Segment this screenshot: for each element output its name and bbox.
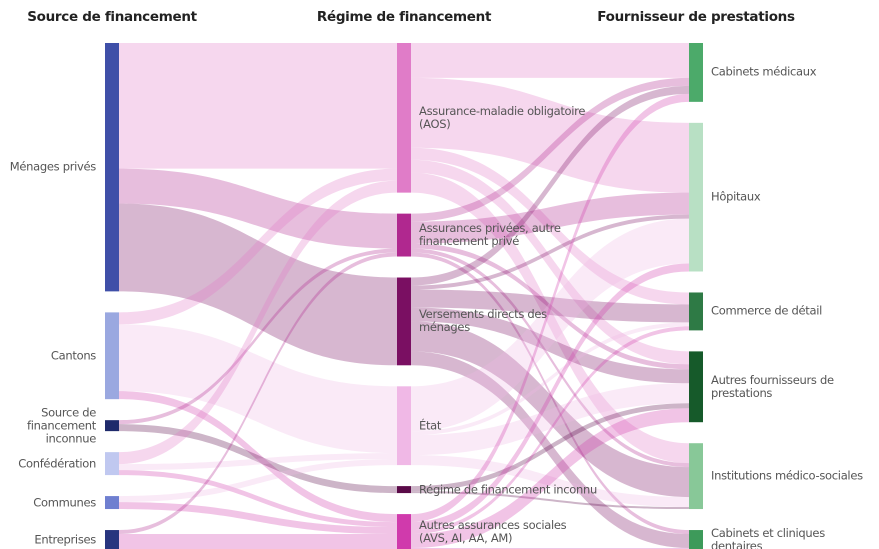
node [689,122,703,272]
flow-link [411,321,689,498]
node [689,530,703,549]
flow-link [411,326,689,535]
node [397,213,411,257]
node-label: Hôpitaux [711,189,761,204]
node [105,496,119,510]
node [689,292,703,331]
node [689,43,703,102]
node-label: État [419,418,442,433]
flow-link [411,214,689,290]
flow-link [119,248,397,425]
flow-link [411,289,689,323]
flow-link [119,534,397,549]
flow-link [411,43,689,78]
flow-link [411,192,689,244]
node-label: Assurances privées, autre financement pr… [419,221,561,249]
node [105,43,119,292]
flow-link [411,159,689,365]
flow-link [119,459,397,503]
node-label: Autres assurances sociales (AVS, AI, AA,… [419,517,567,545]
flow-link [119,43,397,169]
node [105,312,119,400]
flow-link [411,403,689,492]
flow-link [411,408,689,549]
flow-link [411,77,689,222]
node [689,443,703,510]
node-label: Entreprises [34,532,96,547]
flow-link [411,172,689,464]
column-title: Régime de financement [316,9,492,25]
node-label: Institutions médico-sociales [711,468,863,483]
flow-link [411,85,689,286]
flow-link [119,453,397,471]
node-label: Confédération [18,456,96,471]
flow-link [411,147,689,305]
node [397,277,411,366]
node [397,486,411,494]
node-label: Communes [33,495,96,510]
node-label: Commerce de détail [711,303,823,318]
flow-link [119,502,397,535]
node-label: Cantons [50,348,96,363]
flow-link [411,383,689,456]
flow-link [411,93,689,523]
node-label: Source de financement inconnue [26,405,96,446]
flow-link [119,391,397,523]
node-label: Cabinets médicaux [711,64,817,79]
flow-link [119,168,397,325]
flow-link [411,351,689,549]
node [397,43,411,193]
node-label: Ménages privés [9,159,97,174]
flow-link [411,322,689,436]
node-label: Cabinets et cliniques dentaires [711,525,825,549]
node [397,386,411,466]
flow-link [411,252,689,535]
node [689,351,703,423]
flow-link [411,77,689,193]
flow-link [411,491,689,510]
flow-link [119,252,397,535]
node-label: Autres fournisseurs de prestations [711,372,834,400]
flow-link [411,263,689,531]
flow-link [119,470,397,528]
node [105,530,119,549]
node [105,452,119,476]
flow-link [411,307,689,384]
flow-link [119,168,397,249]
flow-link [119,424,397,494]
flow-link [411,455,689,508]
flow-link [411,218,689,432]
flow-link [411,248,689,468]
node [105,420,119,432]
node [397,514,411,549]
column-title: Fournisseur de prestations [597,9,795,25]
flow-link [119,324,397,454]
flow-link [119,203,397,366]
flow-link [119,180,397,465]
column-title: Source de financement [27,9,197,25]
node-label: Régime de financement inconnu [419,482,598,497]
node-label: Versements directs des ménages [419,307,547,335]
node-label: Assurance-maladie obligatoire (AOS) [419,103,586,131]
flow-link [411,243,689,370]
